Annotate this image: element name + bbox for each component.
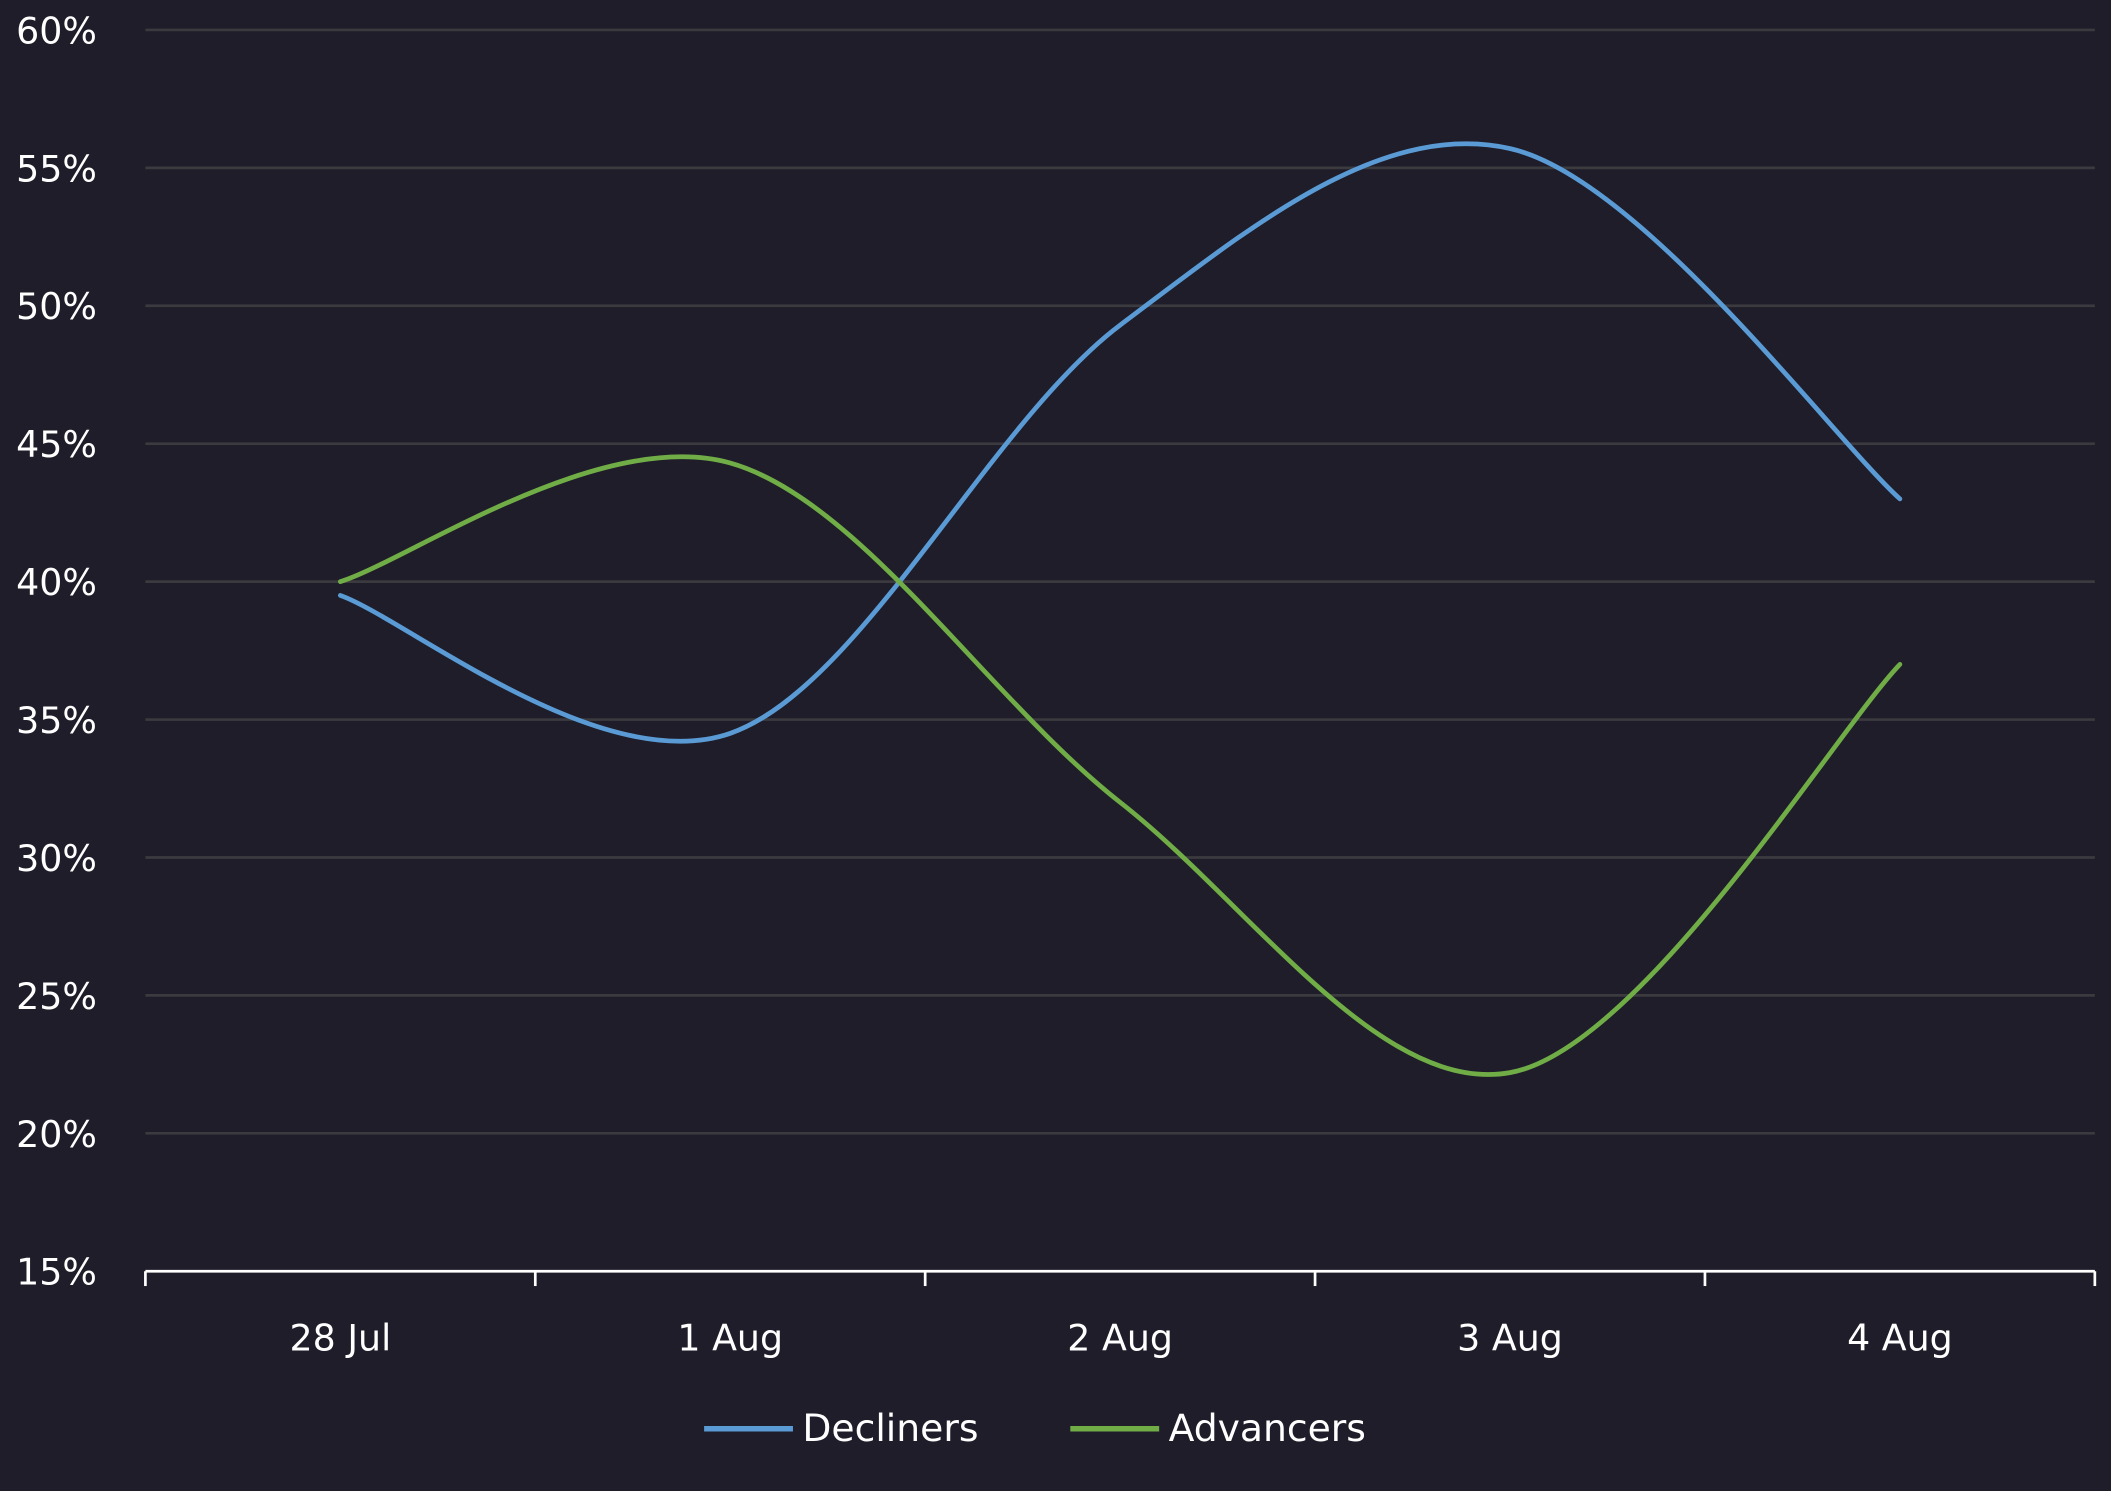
y-tick-label: 60% — [16, 9, 97, 52]
x-tick-label: 28 Jul — [290, 1317, 392, 1360]
y-tick-label: 35% — [16, 699, 97, 742]
y-axis-ticks: 15% 20% 25% 30% 35% 40% 45% 50% 55% 60% — [16, 9, 97, 1293]
series-lines — [337, 141, 1903, 1077]
legend-label-decliners: Decliners — [802, 1406, 978, 1450]
x-tick-label: 2 Aug — [1067, 1317, 1173, 1360]
y-tick-label: 50% — [16, 285, 97, 328]
y-tick-label: 40% — [16, 561, 97, 604]
y-tick-label: 15% — [16, 1251, 97, 1294]
x-tick-label: 1 Aug — [677, 1317, 783, 1360]
legend-label-advancers: Advancers — [1169, 1406, 1366, 1450]
series-line-decliners — [337, 141, 1903, 744]
y-tick-label: 45% — [16, 423, 97, 466]
gridlines — [145, 28, 2095, 1135]
y-tick-label: 55% — [16, 147, 97, 190]
series-line-advancers — [337, 454, 1903, 1077]
y-tick-label: 25% — [16, 975, 97, 1018]
y-tick-label: 20% — [16, 1113, 97, 1156]
x-tick-label: 4 Aug — [1847, 1317, 1953, 1360]
y-tick-label: 30% — [16, 837, 97, 880]
x-axis: 28 Jul 1 Aug 2 Aug 3 Aug 4 Aug — [144, 1269, 2097, 1360]
legend: Decliners Advancers — [704, 1406, 1366, 1450]
x-tick-label: 3 Aug — [1457, 1317, 1563, 1360]
